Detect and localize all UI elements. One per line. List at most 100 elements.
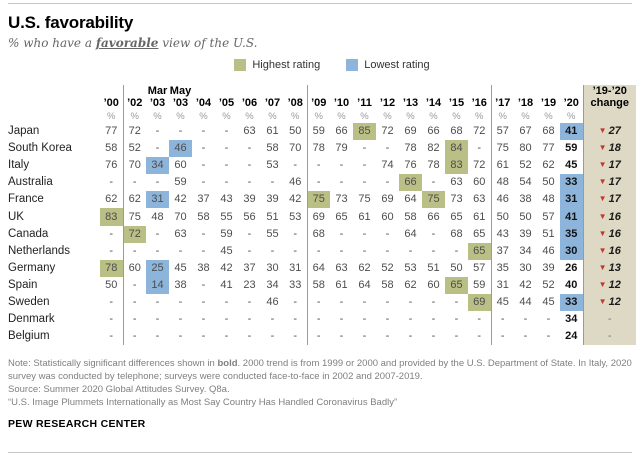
- value-cell: 35: [560, 225, 584, 243]
- value-cell: -: [100, 242, 124, 260]
- value-cell: 41: [560, 123, 584, 141]
- value-cell: 50: [284, 123, 308, 141]
- unit-cell: %: [199, 111, 208, 122]
- change-cell: ▼ 16: [583, 242, 636, 260]
- value-cell: 66: [427, 210, 440, 223]
- value-cell: 31: [560, 191, 584, 209]
- country-label: Belgium: [8, 330, 50, 343]
- month-header: [491, 85, 514, 97]
- value-cell: 45: [560, 157, 584, 175]
- table-row: France 62 62 31 42 37 43 39 39 42 75 73 75 69 64 75 73 63…: [8, 191, 636, 209]
- value-cell: -: [385, 227, 390, 240]
- value-cell: 61: [496, 159, 509, 172]
- value-cell: -: [362, 295, 367, 308]
- value-cell: -: [468, 328, 492, 346]
- value-cell: -: [339, 330, 344, 343]
- value-cell: 64: [404, 193, 417, 206]
- value-cell: 38: [174, 278, 187, 291]
- month-header: [100, 85, 124, 97]
- subtitle-emphasis: favorable: [95, 36, 159, 50]
- down-triangle-icon: ▼: [598, 211, 607, 221]
- month-header: [238, 85, 261, 97]
- value-cell: 50: [496, 210, 509, 223]
- value-cell: 72: [128, 125, 141, 138]
- value-cell: -: [247, 227, 252, 240]
- value-cell: 43: [496, 227, 509, 240]
- value-cell: -: [224, 176, 229, 189]
- year-header: ’18: [517, 97, 534, 109]
- country-label: Denmark: [8, 313, 55, 326]
- value-cell: 58: [197, 210, 210, 223]
- value-cell: 62: [128, 193, 141, 206]
- value-cell: -: [339, 295, 344, 308]
- value-cell: -: [546, 330, 551, 343]
- top-divider: [8, 3, 632, 4]
- month-header: [261, 85, 284, 97]
- change-header-line2: change: [583, 97, 636, 110]
- change-cell: ▼ 12: [583, 293, 636, 312]
- highest-rating-swatch-icon: [234, 59, 247, 71]
- row-label-header: [8, 97, 100, 110]
- value-cell: 57: [496, 125, 509, 138]
- value-cell: 50: [519, 210, 532, 223]
- value-cell: -: [155, 330, 160, 343]
- change-cell: ▼ 27: [583, 123, 636, 141]
- value-cell: -: [155, 176, 160, 189]
- year-header: ’04: [195, 97, 212, 109]
- value-cell: 58: [266, 142, 279, 155]
- down-triangle-icon: ▼: [598, 177, 607, 187]
- value-cell: 58: [404, 210, 417, 223]
- unit-cell: %: [429, 111, 438, 122]
- value-cell: 45: [496, 295, 509, 308]
- value-cell: 38: [197, 261, 210, 274]
- value-cell: -: [224, 142, 229, 155]
- value-cell: 51: [542, 227, 555, 240]
- value-cell: 72: [381, 125, 394, 138]
- value-cell: 57: [542, 210, 555, 223]
- value-cell: -: [431, 244, 436, 257]
- value-cell: -: [201, 227, 206, 240]
- subtitle-prefix: % who have a: [8, 36, 96, 50]
- value-cell: 75: [358, 193, 371, 206]
- value-cell: 69: [381, 193, 394, 206]
- unit-cell: %: [406, 111, 415, 122]
- value-cell: 55: [266, 227, 279, 240]
- value-cell: -: [224, 330, 229, 343]
- favorability-trend-table: Mar May ’19-’20’00’02’03’03’04’05’06’07’08…: [8, 85, 636, 346]
- report-card: U.S. favorability % who have a favorable…: [0, 3, 640, 453]
- value-cell: -: [132, 295, 137, 308]
- value-cell: -: [408, 330, 413, 343]
- value-cell: 48: [496, 176, 509, 189]
- value-cell: 53: [404, 261, 417, 274]
- unit-spacer: [8, 110, 100, 123]
- value-cell: 37: [496, 244, 509, 257]
- month-header: Mar: [147, 85, 168, 97]
- value-cell: -: [247, 244, 252, 257]
- value-cell: 52: [542, 278, 555, 291]
- value-cell: 77: [542, 142, 555, 155]
- change-cell: ▼ 17: [583, 191, 636, 209]
- value-cell: -: [385, 313, 390, 326]
- value-cell: -: [284, 225, 308, 243]
- value-cell: 66: [335, 125, 348, 138]
- month-header: [422, 85, 445, 97]
- subtitle-suffix: view of the U.S.: [158, 36, 258, 50]
- value-cell: -: [132, 176, 137, 189]
- value-cell: -: [523, 313, 528, 326]
- value-cell: 82: [427, 142, 440, 155]
- value-cell: -: [178, 330, 183, 343]
- value-cell: 72: [468, 123, 492, 141]
- value-cell: -: [155, 313, 160, 326]
- unit-cell: %: [468, 110, 492, 123]
- value-cell: -: [362, 227, 367, 240]
- value-cell: -: [100, 328, 124, 346]
- value-cell: 33: [560, 174, 584, 192]
- note-bold-word: bold: [217, 358, 238, 370]
- value-cell: 48: [151, 210, 164, 223]
- unit-cell: %: [153, 111, 162, 122]
- value-cell: 83: [100, 208, 124, 226]
- unit-cell: %: [245, 111, 254, 122]
- value-cell: -: [316, 244, 321, 257]
- value-cell: -: [224, 159, 229, 172]
- value-cell: -: [284, 157, 308, 175]
